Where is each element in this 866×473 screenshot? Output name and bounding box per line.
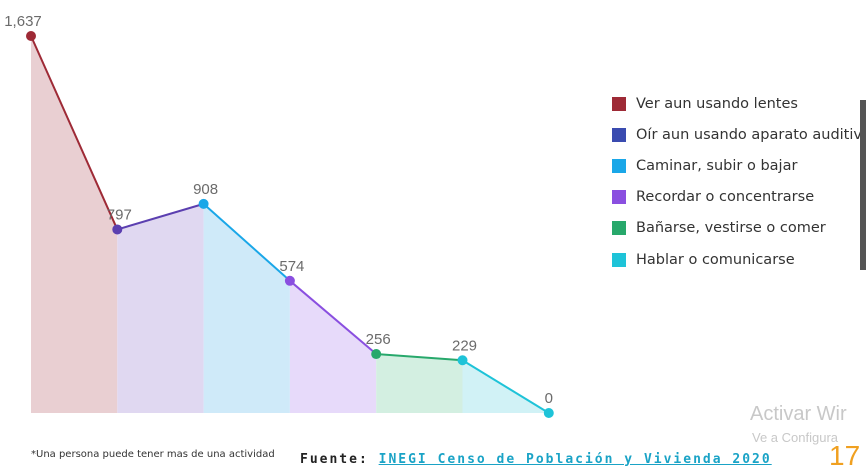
area-segment: [289, 280, 377, 413]
data-value-label: 256: [366, 331, 391, 348]
area-fills: [31, 36, 549, 413]
legend-item: Oír aun usando aparato auditivo: [612, 119, 866, 150]
legend-label: Ver aun usando lentes: [636, 95, 798, 112]
data-point: [112, 224, 123, 235]
legend-item: Hablar o comunicarse: [612, 244, 866, 275]
legend-item: Bañarse, vestirse o comer: [612, 213, 866, 244]
legend-label: Oír aun usando aparato auditivo: [636, 126, 866, 143]
legend-swatch: [612, 190, 626, 205]
data-value-label: 797: [107, 206, 132, 223]
legend-swatch: [612, 252, 626, 267]
slide-edge-bar: [860, 100, 866, 270]
series-line-segment: [117, 202, 204, 231]
page-number: 17: [829, 440, 861, 471]
data-point: [543, 408, 554, 418]
legend-swatch: [612, 127, 626, 142]
area-segment: [117, 203, 204, 413]
legend-label: Caminar, subir o bajar: [636, 157, 798, 174]
data-point: [457, 355, 468, 366]
legend-swatch: [612, 158, 626, 173]
source-link[interactable]: INEGI Censo de Población y Vivienda 2020: [378, 452, 772, 467]
source-prefix: Fuente:: [300, 452, 369, 467]
area-segment: [31, 36, 118, 413]
legend-item: Recordar o concentrarse: [612, 182, 866, 213]
legend-swatch: [612, 221, 626, 236]
data-value-label: 0: [545, 390, 553, 407]
legend-item: Ver aun usando lentes: [612, 88, 866, 119]
series-lines: [30, 35, 550, 414]
series-line-segment: [202, 203, 291, 282]
data-value-label: 574: [279, 258, 304, 275]
legend-label: Bañarse, vestirse o comer: [636, 220, 826, 237]
legend-item: Caminar, subir o bajar: [612, 150, 866, 181]
series-line-segment: [376, 353, 463, 362]
footnote: *Una persona puede tener mas de una acti…: [31, 449, 275, 460]
area-segment: [203, 203, 290, 413]
area-segment: [376, 354, 463, 413]
series-line-segment: [461, 359, 550, 414]
value-labels: 1,637 797 908 574 256 229 0: [4, 13, 553, 407]
activation-watermark-title: Activar Wir: [750, 403, 847, 425]
series-line-segment: [30, 35, 119, 230]
source-line: Fuente: INEGI Censo de Población y Vivie…: [300, 452, 772, 467]
data-value-label: 229: [452, 337, 477, 354]
data-point: [284, 275, 295, 286]
activation-watermark-subtitle: Ve a Configura: [752, 430, 839, 445]
data-value-label: 1,637: [4, 13, 42, 30]
legend-swatch: [612, 96, 626, 111]
series-line-segment: [289, 280, 377, 355]
legend-label: Hablar o comunicarse: [636, 251, 795, 268]
chart-legend: Ver aun usando lentes Oír aun usando apa…: [612, 88, 866, 275]
data-point: [198, 198, 209, 209]
data-value-label: 908: [193, 181, 218, 198]
legend-label: Recordar o concentrarse: [636, 189, 815, 206]
data-point: [26, 31, 36, 41]
data-point: [371, 349, 382, 360]
data-points: [26, 31, 554, 418]
